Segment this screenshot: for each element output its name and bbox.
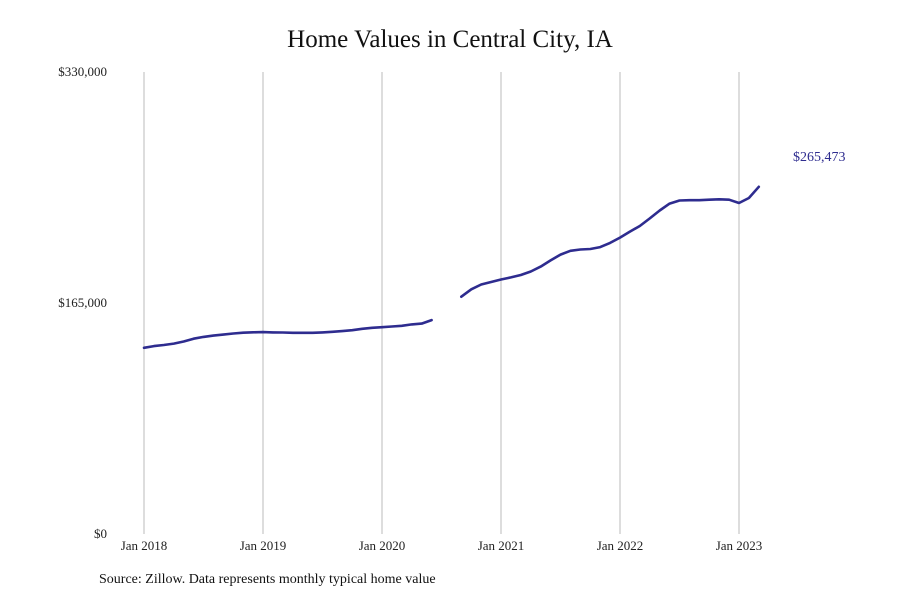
x-tick-label: Jan 2023 (716, 538, 763, 553)
y-axis-ticks: $0 $165,000 $330,000 (58, 64, 107, 541)
chart-title: Home Values in Central City, IA (287, 26, 613, 53)
series-line-segment (142, 318, 433, 350)
source-note: Source: Zillow. Data represents monthly … (99, 572, 436, 587)
x-tick-label: Jan 2022 (597, 538, 644, 553)
x-tick-label: Jan 2018 (121, 538, 168, 553)
x-tick-label: Jan 2019 (240, 538, 287, 553)
series-lines (142, 185, 761, 350)
y-tick-label: $0 (94, 526, 107, 541)
end-value-label: $265,473 (793, 150, 846, 165)
gridlines (143, 72, 740, 534)
series-line-segment (460, 185, 761, 298)
x-tick-label: Jan 2020 (359, 538, 406, 553)
x-axis-ticks: Jan 2018 Jan 2019 Jan 2020 Jan 2021 Jan 2022… (121, 538, 763, 553)
y-tick-label: $165,000 (58, 295, 107, 310)
x-tick-label: Jan 2021 (478, 538, 525, 553)
y-tick-label: $330,000 (58, 64, 107, 79)
